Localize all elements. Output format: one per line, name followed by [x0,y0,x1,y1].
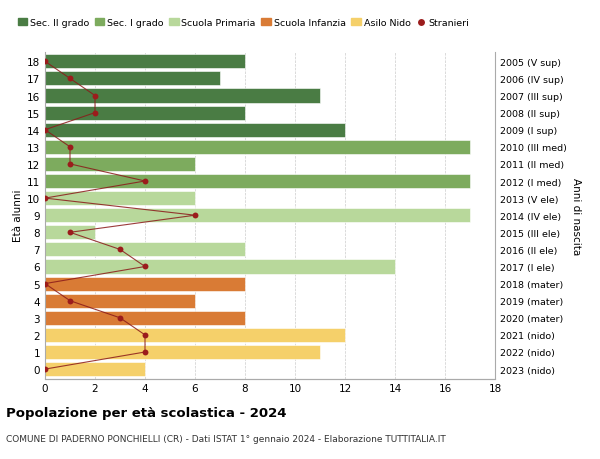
Bar [45,328,345,342]
Bar [45,123,345,137]
Point [190,212,200,219]
Text: Popolazione per età scolastica - 2024: Popolazione per età scolastica - 2024 [6,406,287,419]
Point [40,366,50,373]
Point [65,76,75,83]
Point [140,263,150,271]
Text: COMUNE DI PADERNO PONCHIELLI (CR) - Dati ISTAT 1° gennaio 2024 - Elaborazione TU: COMUNE DI PADERNO PONCHIELLI (CR) - Dati… [6,434,446,443]
Point [40,280,50,288]
Bar [45,192,195,206]
Point [40,195,50,202]
Bar [45,260,395,274]
Point [140,178,150,185]
Bar [45,157,195,172]
Point [90,110,100,117]
Bar [45,294,195,308]
Point [65,297,75,305]
Bar [45,106,245,120]
Y-axis label: Età alunni: Età alunni [13,190,23,242]
Point [115,314,125,322]
Point [65,229,75,236]
Bar [45,209,470,223]
Point [115,246,125,253]
Legend: Sec. II grado, Sec. I grado, Scuola Primaria, Scuola Infanzia, Asilo Nido, Stran: Sec. II grado, Sec. I grado, Scuola Prim… [14,15,473,32]
Point [65,161,75,168]
Point [40,127,50,134]
Bar [45,243,245,257]
Point [140,348,150,356]
Bar [45,55,245,69]
Point [90,93,100,100]
Bar [45,311,245,325]
Bar [45,226,95,240]
Bar [45,72,220,86]
Point [40,58,50,66]
Bar [45,362,145,376]
Point [140,331,150,339]
Bar [45,277,245,291]
Bar [45,345,320,359]
Bar [45,140,470,155]
Bar [45,174,470,189]
Point [65,144,75,151]
Y-axis label: Anni di nascita: Anni di nascita [571,177,581,254]
Bar [45,90,320,103]
